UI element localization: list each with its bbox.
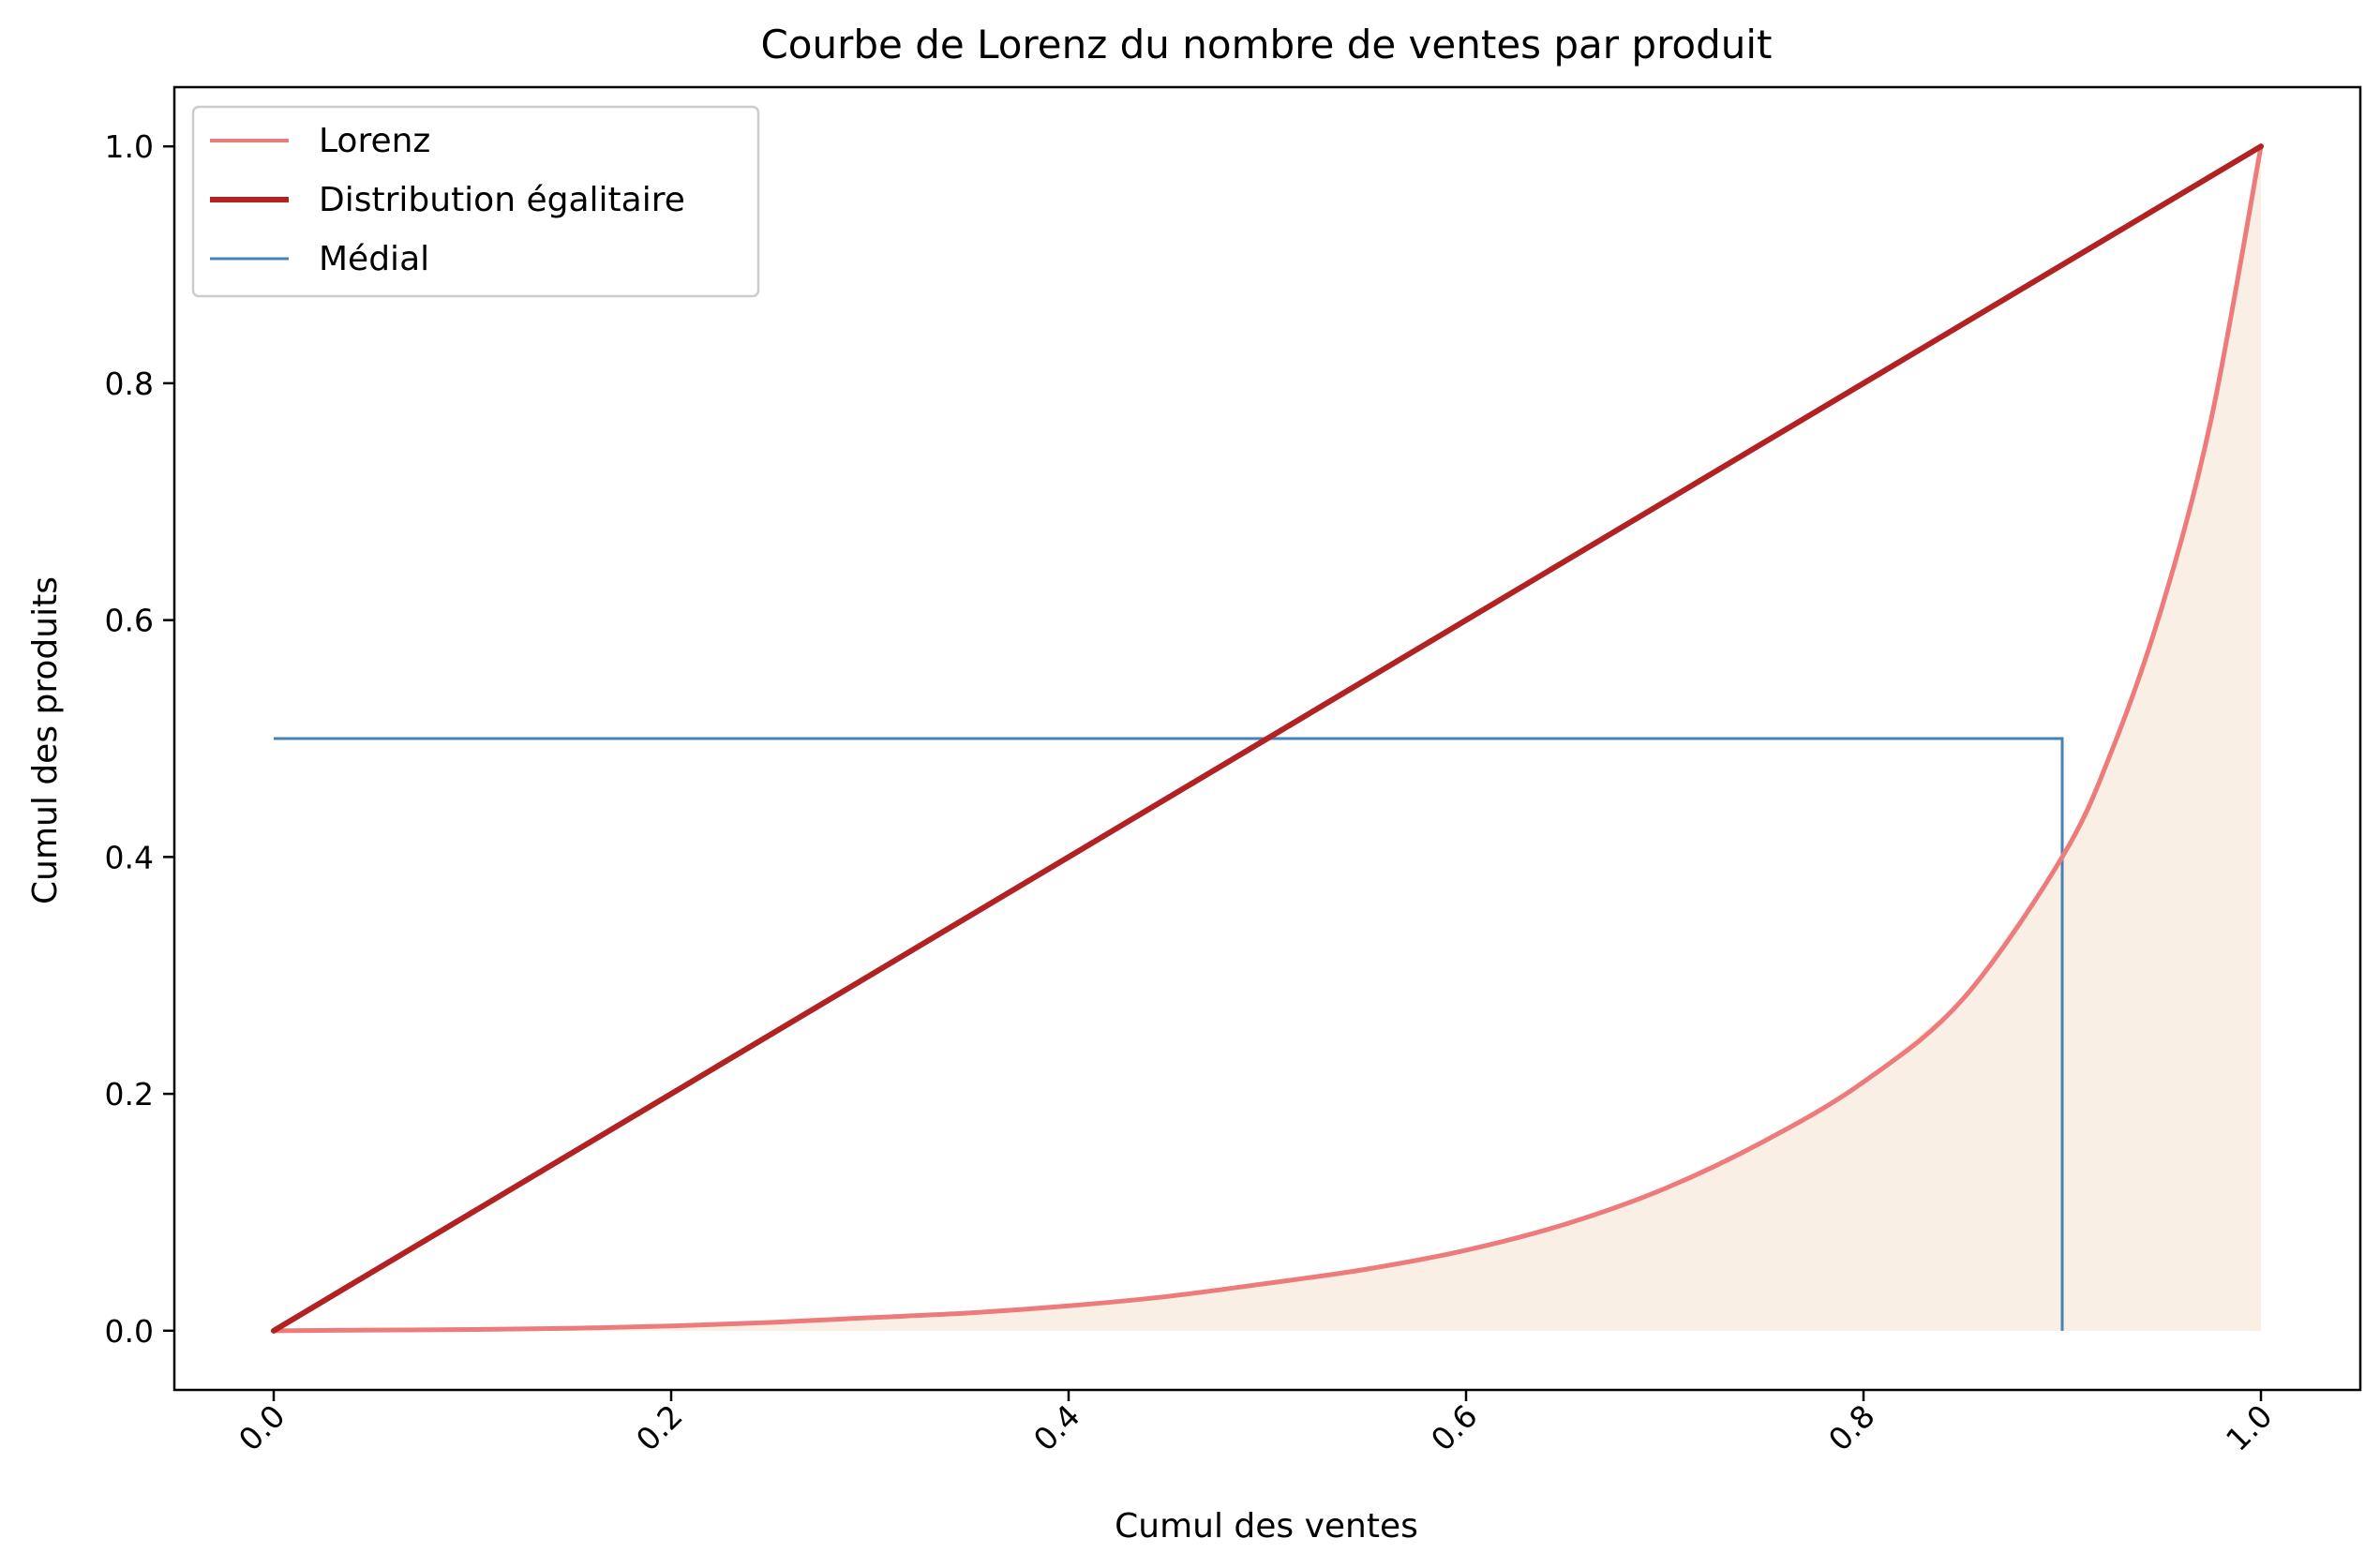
- equality-line: [271, 143, 2264, 1334]
- y-tick-label: 1.0: [105, 128, 154, 165]
- x-tick-label: 0.8: [1821, 1397, 1882, 1458]
- legend-label: Lorenz: [319, 122, 430, 160]
- y-axis-label: Cumul des produits: [26, 576, 65, 904]
- y-tick-label: 0.2: [105, 1076, 154, 1113]
- x-tick-label: 0.4: [1026, 1397, 1087, 1458]
- x-tick-label: 0.2: [629, 1397, 690, 1458]
- axes-frame: [172, 85, 2362, 1392]
- legend-label: Distribution égalitaire: [319, 181, 685, 219]
- medial-line: [274, 737, 2064, 1331]
- x-tick-label: 0.0: [232, 1397, 292, 1458]
- legend-label: Médial: [319, 240, 429, 278]
- y-tick-label: 0.0: [105, 1313, 154, 1350]
- y-tick-label: 0.4: [105, 839, 154, 875]
- x-axis-label: Cumul des ventes: [1115, 1507, 1418, 1546]
- x-tick-label: 0.6: [1424, 1397, 1485, 1458]
- legend-box: [191, 105, 760, 298]
- lorenz-curve: [273, 145, 2264, 1334]
- chart-title: Courbe de Lorenz du nombre de ventes par…: [760, 22, 1772, 67]
- y-tick-label: 0.8: [105, 366, 154, 402]
- y-tick-label: 0.6: [105, 603, 154, 639]
- x-tick-label: 1.0: [2219, 1397, 2280, 1458]
